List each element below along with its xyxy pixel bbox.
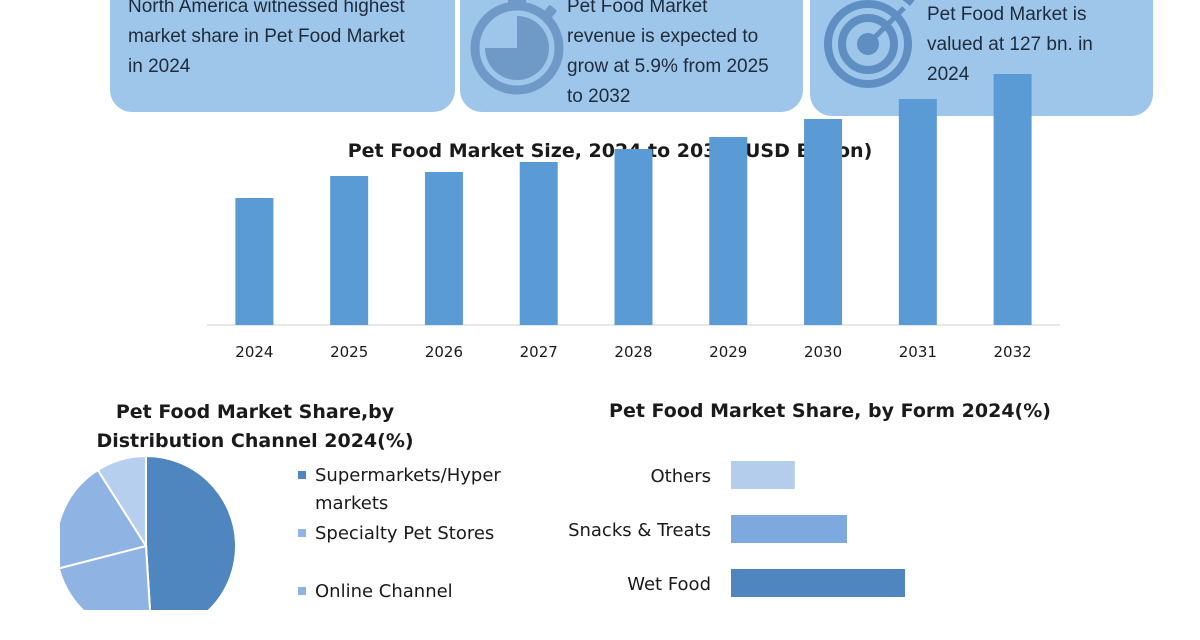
info-card-text: Pet Food Market revenue is expected to g…: [567, 0, 769, 107]
legend-swatch: [298, 529, 306, 537]
hbar-1: [731, 515, 847, 543]
info-card-valuation: Pet Food Market is valued at 127 bn. in …: [810, 0, 1153, 116]
legend-label: Online Channel: [315, 581, 453, 602]
legend-swatch: [298, 587, 306, 595]
target-icon: [824, 0, 915, 88]
bar-2027: [519, 162, 558, 325]
bar-chart-title: Pet Food Market Size, 2024 to 2032 (USD …: [347, 140, 873, 162]
x-tick-label: 2025: [330, 343, 368, 361]
legend-swatch: [298, 471, 306, 479]
form-chart-title: Pet Food Market Share, by Form 2024(%): [609, 400, 1051, 422]
pie-slice-2: [60, 468, 148, 570]
pie-chart-title: Pet Food Market Share,by Distribution Ch…: [96, 401, 414, 452]
x-tick-label: 2028: [614, 343, 652, 361]
distribution-pie-chart: [60, 454, 237, 610]
bar-2025: [330, 176, 369, 325]
info-card-growth: Pet Food Market revenue is expected to g…: [460, 0, 803, 112]
x-tick-label: 2027: [520, 343, 558, 361]
info-card-text: North America witnessed highest market s…: [128, 0, 405, 77]
x-tick-label: 2029: [709, 343, 747, 361]
stopwatch-icon: [470, 0, 564, 95]
bar-2031: [898, 99, 937, 325]
bar-2028: [614, 149, 653, 325]
info-card-north-america: North America witnessed highest market s…: [110, 0, 455, 112]
x-tick-label: 2032: [994, 343, 1032, 361]
pie-slice-3: [96, 454, 147, 550]
legend-label: Specialty Pet Stores: [315, 523, 495, 544]
y-tick-label: Wet Food: [627, 574, 711, 595]
bar-2024: [235, 198, 274, 325]
info-card-text: Pet Food Market is valued at 127 bn. in …: [927, 4, 1093, 85]
bar-2029: [709, 137, 748, 325]
y-tick-label: Others: [651, 466, 712, 487]
y-tick-label: Snacks & Treats: [568, 520, 711, 541]
x-tick-label: 2024: [235, 343, 273, 361]
pie-slice-0: [145, 454, 237, 610]
bar-2026: [424, 172, 463, 325]
form-share-bar-chart: Others Snacks & Treats Wet Food: [568, 461, 905, 597]
x-tick-label: 2030: [804, 343, 842, 361]
pie-slice-1: [60, 544, 152, 610]
hbar-2: [731, 569, 905, 597]
legend-label: Supermarkets/Hyper markets: [315, 465, 501, 514]
x-tick-label: 2031: [899, 343, 937, 361]
x-tick-label: 2026: [425, 343, 463, 361]
hbar-0: [731, 461, 795, 489]
